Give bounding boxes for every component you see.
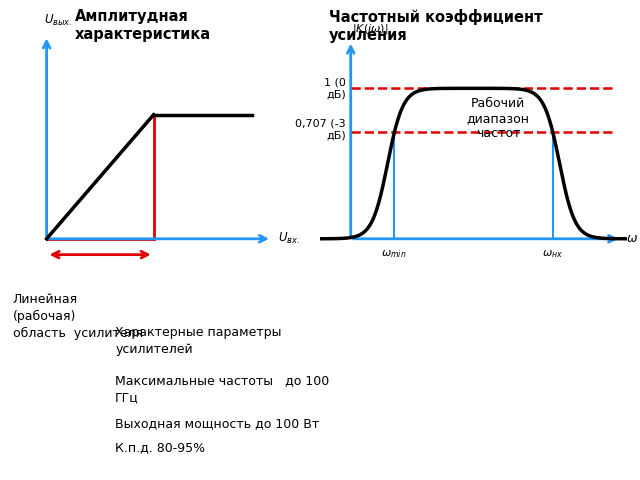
Text: 0,707 (-3
дБ): 0,707 (-3 дБ) bbox=[296, 119, 346, 141]
Text: Характерные параметры
усилителей: Характерные параметры усилителей bbox=[115, 326, 282, 356]
Text: Рабочий
диапазон
частот: Рабочий диапазон частот bbox=[467, 97, 529, 140]
Text: К.п.д. 80-95%: К.п.д. 80-95% bbox=[115, 442, 205, 455]
Text: $\omega_{нх}$: $\omega_{нх}$ bbox=[542, 248, 563, 260]
Text: Максимальные частоты   до 100
ГГц: Максимальные частоты до 100 ГГц bbox=[115, 374, 330, 404]
Text: Выходная мощность до 100 Вт: Выходная мощность до 100 Вт bbox=[115, 418, 319, 431]
Text: $|K(j\omega)|$: $|K(j\omega)|$ bbox=[352, 22, 388, 36]
Text: $\omega_{min}$: $\omega_{min}$ bbox=[381, 248, 407, 260]
Text: Амплитудная
характеристика: Амплитудная характеристика bbox=[75, 9, 211, 42]
Text: Линейная
(рабочая)
область  усилителя: Линейная (рабочая) область усилителя bbox=[13, 293, 143, 340]
Text: $U_{вых.}$: $U_{вых.}$ bbox=[44, 12, 72, 28]
Text: $U_{вх.}$: $U_{вх.}$ bbox=[278, 231, 300, 246]
Text: $\omega$: $\omega$ bbox=[626, 232, 637, 245]
Text: 1 (0
дБ): 1 (0 дБ) bbox=[324, 77, 346, 99]
Text: Частотный коэффициент
усиления: Частотный коэффициент усиления bbox=[329, 9, 543, 43]
